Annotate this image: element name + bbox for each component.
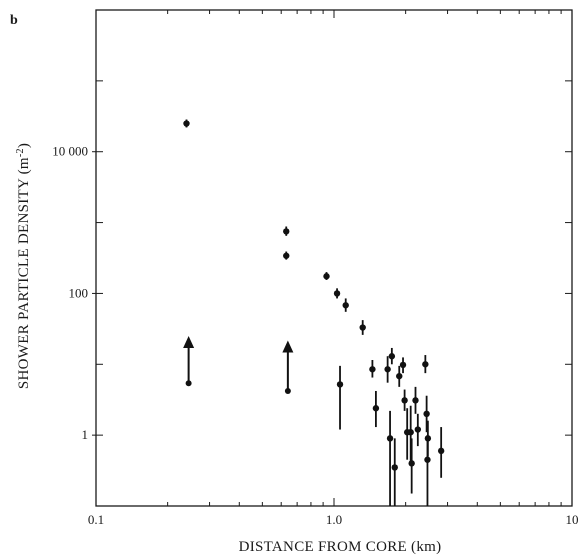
data-point: [391, 464, 398, 471]
x-tick-label: 1.0: [326, 512, 342, 527]
data-point: [336, 381, 344, 388]
y-axis-label-end: ): [16, 143, 32, 148]
y-axis-label-superscript: -2: [15, 148, 26, 157]
x-tick-label: 0.1: [88, 512, 104, 527]
data-point: [401, 397, 408, 404]
data-point: [424, 456, 431, 463]
panel-label: b: [10, 13, 18, 28]
y-tick-label: 1: [82, 427, 89, 442]
data-point: [333, 290, 341, 297]
data-point: [423, 410, 430, 418]
limit-base-point: [185, 380, 192, 387]
data-point: [386, 435, 394, 442]
data-point: [388, 353, 396, 360]
data-point: [372, 405, 380, 412]
data-point: [283, 228, 290, 235]
data-point: [342, 302, 349, 309]
data-point: [414, 426, 422, 433]
data-points: [183, 119, 445, 506]
data-point: [183, 120, 190, 127]
y-tick-label: 100: [69, 285, 89, 300]
x-tick-label: 10: [566, 512, 578, 527]
data-point: [407, 429, 414, 436]
limit-arrow: [282, 340, 294, 353]
x-axis-ticks: 0.1 1.0 10: [88, 10, 578, 527]
limit-arrow: [183, 336, 195, 349]
data-point: [408, 460, 415, 467]
data-point: [369, 366, 376, 373]
data-point: [399, 361, 407, 369]
y-tick-label: 10 000: [52, 144, 88, 159]
data-point: [437, 447, 445, 455]
data-point: [412, 397, 419, 404]
data-point: [359, 324, 366, 331]
data-point: [283, 252, 290, 259]
limit-base-point: [284, 387, 291, 394]
data-point: [384, 366, 391, 373]
x-axis-label: DISTANCE FROM CORE (km): [239, 539, 442, 555]
data-point: [396, 372, 403, 380]
data-point: [422, 361, 429, 368]
y-axis-label: SHOWER PARTICLE DENSITY (m-2): [15, 143, 33, 389]
data-point: [323, 273, 330, 280]
y-axis-label-main: SHOWER PARTICLE DENSITY (m: [16, 157, 32, 389]
y-axis-ticks: 1 100 10 000: [52, 9, 572, 507]
